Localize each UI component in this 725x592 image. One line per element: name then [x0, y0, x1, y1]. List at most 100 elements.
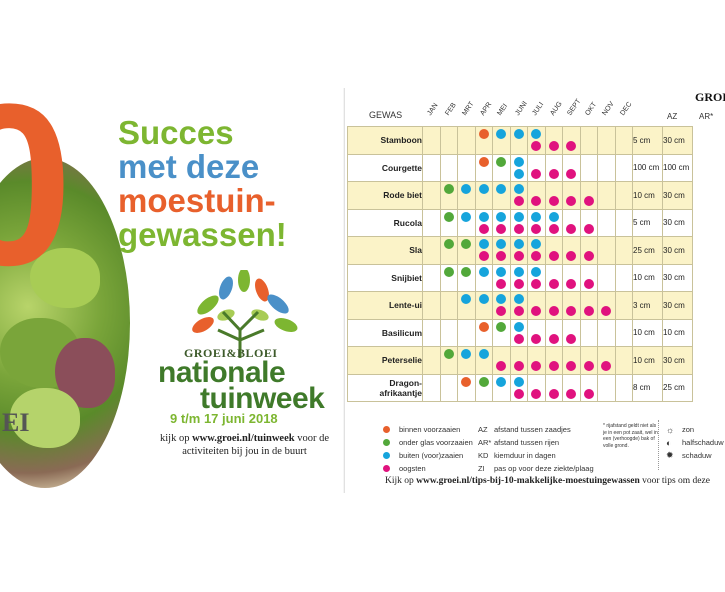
- sun-icon: ✹: [666, 450, 674, 460]
- left-page: 0 EI Succes met deze moestuin- gewassen!…: [0, 88, 345, 493]
- month-cell: [509, 153, 528, 182]
- table-row: Dragon-afrikaantje 8 cm 25 cm: [347, 373, 693, 402]
- visit-text: kijk op www.groei.nl/tuinweek voor de ac…: [160, 433, 329, 457]
- activity-dot: [478, 156, 489, 167]
- activity-dot: [496, 321, 506, 332]
- month-cell: [579, 346, 598, 375]
- month-cell: [527, 126, 546, 155]
- activity-dot: [478, 129, 489, 139]
- az-value: 3 cm: [632, 291, 663, 320]
- month-cell: [579, 208, 598, 237]
- month-cell: [544, 291, 563, 320]
- activity-dot: [531, 196, 541, 206]
- month-cell: [579, 318, 598, 347]
- crop-name: Dragon-afrikaantje: [347, 373, 423, 402]
- az-value: 8 cm: [632, 373, 663, 402]
- month-cell: [457, 181, 476, 210]
- activity-dot: [531, 278, 541, 289]
- month-cell: [474, 291, 493, 320]
- month-cell: [562, 373, 581, 402]
- month-cell: [544, 153, 563, 182]
- activity-dot: [496, 239, 506, 249]
- month-cell: [562, 126, 581, 155]
- legend-item: binnen voorzaaien: [383, 423, 473, 436]
- month-cell: [422, 263, 441, 292]
- activity-dot: [513, 223, 524, 234]
- activity-dot: [513, 376, 524, 387]
- activity-dot: [548, 333, 559, 344]
- month-cell: [527, 373, 546, 402]
- sun-legend-item: ☼ zon: [666, 424, 695, 435]
- month-cell: [492, 236, 511, 265]
- table-row: Lente-ui 3 cm 30 cm: [347, 291, 693, 320]
- table-row: Peterselie 10 cm 30 cm: [347, 346, 693, 375]
- activity-dot: [478, 294, 489, 304]
- ar-value: 30 cm: [662, 208, 693, 237]
- month-cell: [614, 291, 633, 320]
- month-cell: [597, 236, 616, 265]
- legend-dot-icon: [383, 439, 390, 446]
- activity-dot: [513, 211, 524, 222]
- activity-dot: [583, 251, 594, 261]
- ar-value: 10 cm: [662, 318, 693, 347]
- legend-dot-icon: [383, 465, 390, 472]
- sun-legend-item: ✹ schaduw: [666, 450, 712, 460]
- visit-link[interactable]: www.groei.nl/tuinweek: [192, 433, 295, 444]
- event-title-line-2: tuinweek: [200, 382, 325, 415]
- activity-dot: [513, 306, 524, 316]
- crop-name: Peterselie: [347, 346, 423, 375]
- month-cell: [457, 346, 476, 375]
- activity-dot: [531, 141, 541, 151]
- big-number: 0: [0, 88, 73, 313]
- month-cell: [597, 346, 616, 375]
- ar-header: AR*: [699, 112, 714, 121]
- activity-dot: [548, 251, 559, 261]
- corner-logo: EI: [2, 408, 30, 437]
- activity-dot: [531, 361, 541, 371]
- month-cell: [474, 373, 493, 402]
- table-row: Courgette 100 cm 100 cm: [347, 153, 693, 182]
- month-cell: [544, 263, 563, 292]
- ar-value: 30 cm: [662, 236, 693, 265]
- month-cell: [527, 263, 546, 292]
- activity-dot: [478, 251, 489, 261]
- event-title-line-1: nationale: [158, 356, 286, 389]
- activity-dot: [443, 266, 454, 277]
- az-value: 5 cm: [632, 126, 663, 155]
- month-cell: [457, 153, 476, 182]
- ar-value: 30 cm: [662, 181, 693, 210]
- ar-value: 30 cm: [662, 346, 693, 375]
- activity-dot: [513, 294, 524, 304]
- month-cell: [614, 208, 633, 237]
- month-cell: [492, 181, 511, 210]
- activity-dot: [548, 141, 559, 151]
- legend-sun: ☼ zon ◐ halfschaduw ✹ schaduw: [666, 423, 724, 462]
- activity-dot: [496, 376, 506, 387]
- activity-dot: [566, 251, 576, 261]
- sowing-calendar: Stamboon 5 cm 30 cm Courgette 100 cm 100 cm Ro…: [347, 126, 693, 402]
- month-cell: [439, 318, 458, 347]
- month-cell: [457, 208, 476, 237]
- activity-dot: [548, 388, 559, 399]
- activity-dot: [566, 361, 576, 371]
- magazine-spread: 0 EI Succes met deze moestuin- gewassen!…: [0, 88, 725, 493]
- month-cell: [509, 373, 528, 402]
- gewas-header: GEWAS: [369, 110, 403, 120]
- month-cell: [422, 346, 441, 375]
- activity-dot: [461, 266, 471, 277]
- activity-dot: [566, 223, 576, 234]
- activity-dot: [583, 361, 594, 371]
- activity-dot: [461, 376, 471, 387]
- activity-dot: [478, 349, 489, 359]
- month-cell: [597, 263, 616, 292]
- legend-dot-icon: [383, 426, 390, 433]
- month-cell: [492, 373, 511, 402]
- month-header: FEB: [443, 101, 458, 117]
- divider: [658, 420, 660, 470]
- footer-link[interactable]: www.groei.nl/tips-bij-10-makkelijke-moes…: [416, 476, 640, 486]
- abbreviation-item: AZ afstand tussen zaadjes: [478, 425, 571, 434]
- month-cell: [544, 373, 563, 402]
- month-cell: [579, 373, 598, 402]
- activity-dot: [566, 388, 576, 399]
- month-cell: [439, 236, 458, 265]
